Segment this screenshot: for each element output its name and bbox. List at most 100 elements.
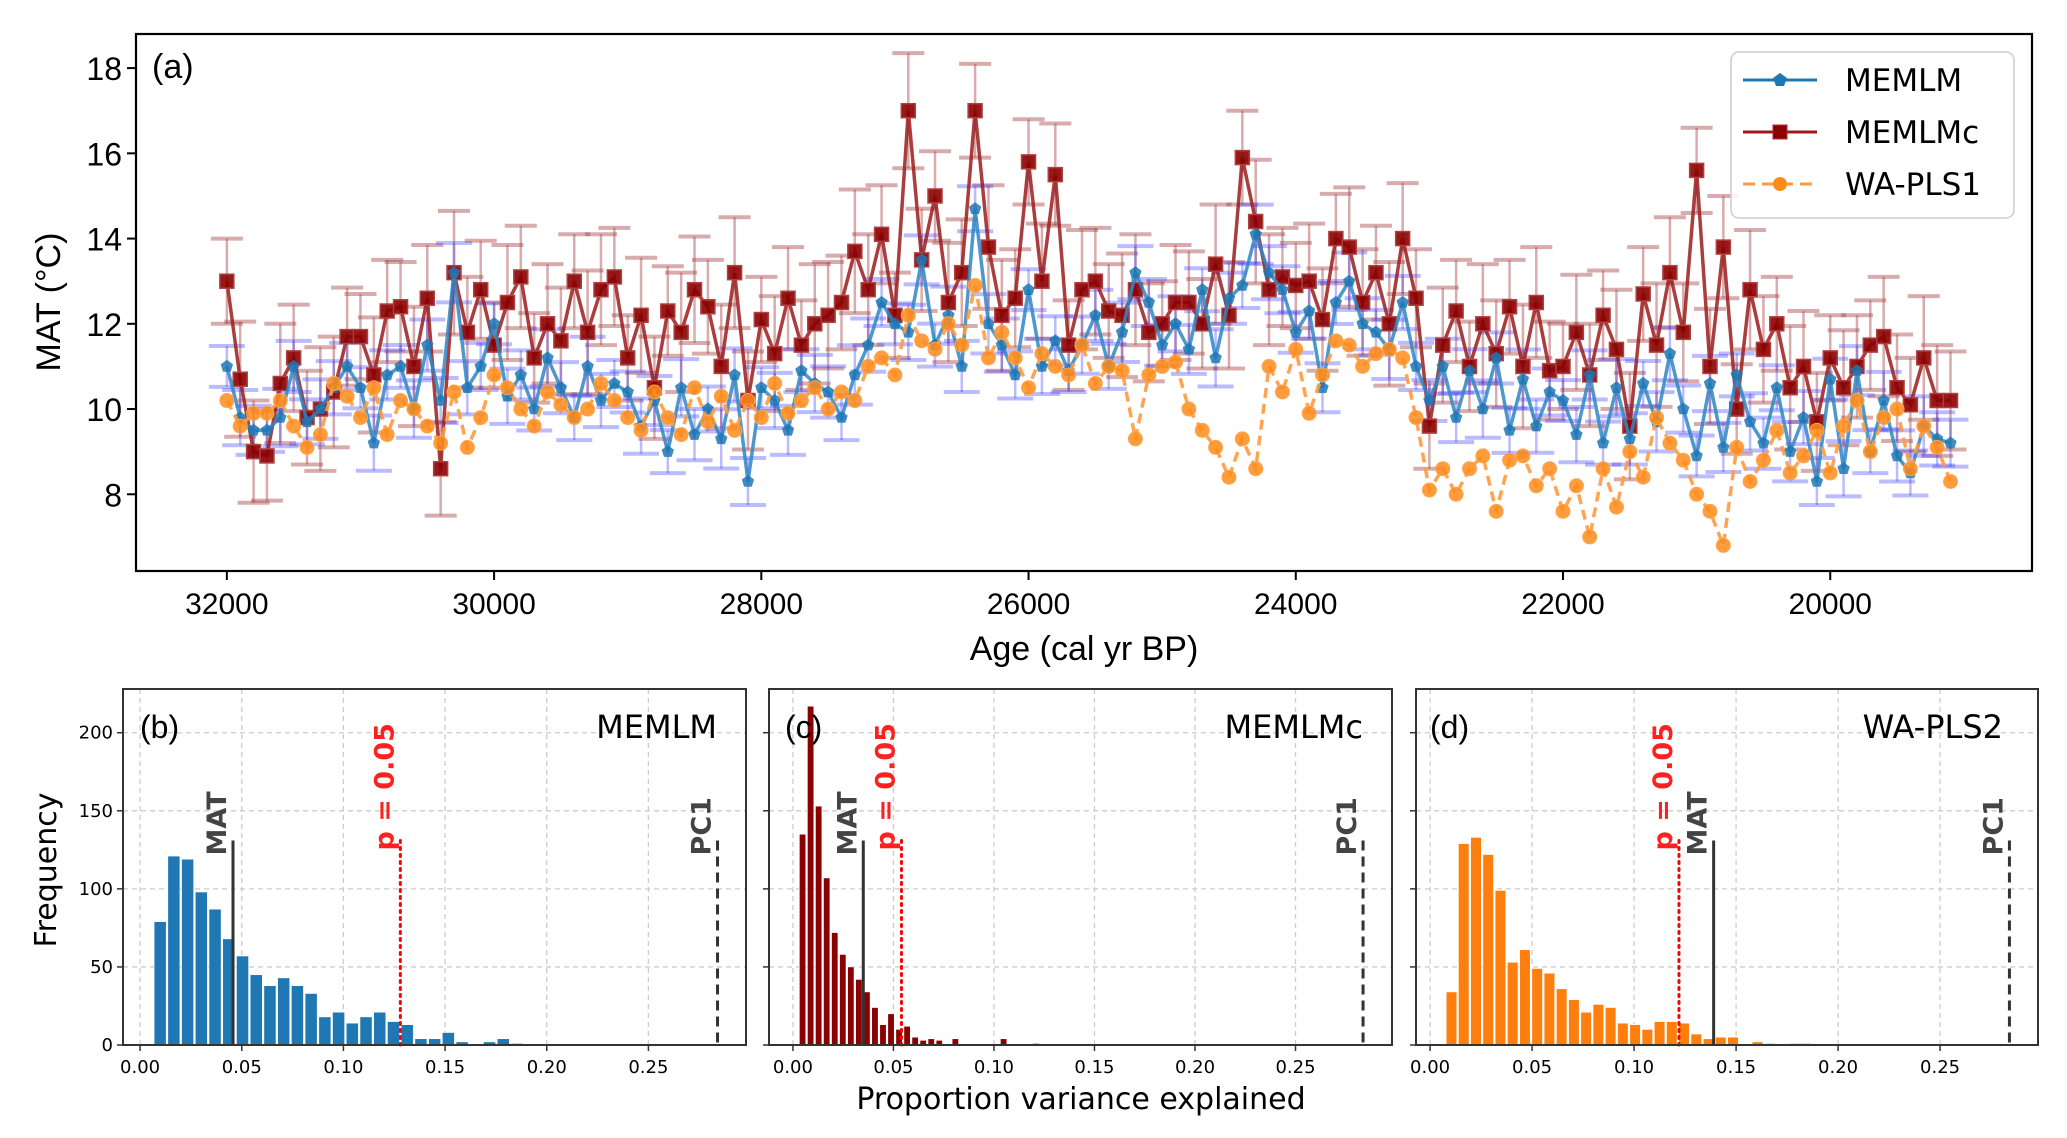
data-point	[994, 307, 1010, 324]
histogram-bar	[1727, 1036, 1739, 1046]
histogram-bar	[1604, 1007, 1617, 1046]
data-point	[554, 381, 568, 393]
data-point	[286, 418, 302, 434]
histogram-bar	[1666, 1021, 1678, 1046]
data-point	[1916, 418, 1932, 434]
axis-ticks: 0.00 0.05 0.10 0.15 0.20 0.25	[763, 731, 1316, 1078]
data-point	[780, 290, 796, 306]
reference-lines: MAT p = 0.05 PC1	[202, 723, 720, 1047]
panel-frame	[1415, 688, 2039, 1046]
data-point	[753, 410, 769, 426]
vline-label: PC1	[687, 797, 718, 855]
data-point	[1675, 452, 1691, 468]
data-point	[393, 393, 409, 409]
data-point	[1395, 350, 1411, 366]
y-tick-label: 200	[79, 723, 113, 744]
y-tick-label: 100	[79, 879, 113, 900]
histogram-bar	[1519, 949, 1531, 1046]
x-tick-label: 0.20	[1818, 1057, 1858, 1078]
vline-label: p = 0.05	[1648, 723, 1679, 850]
data-point	[513, 401, 529, 417]
data-point	[675, 381, 688, 393]
data-point	[579, 324, 596, 341]
histogram-bar	[345, 1022, 359, 1046]
data-point	[887, 367, 903, 383]
histogram-bar	[1470, 837, 1482, 1046]
data-point	[1169, 317, 1182, 330]
histogram-bar	[373, 1011, 387, 1046]
legend-entry-memlmc: MEMLMc	[1743, 115, 1979, 151]
data-point	[433, 435, 449, 451]
data-point	[833, 384, 849, 400]
data-point	[1061, 367, 1077, 383]
data-point	[220, 359, 233, 372]
data-point	[1555, 358, 1571, 375]
data-point	[406, 358, 422, 375]
data-point	[1007, 350, 1023, 366]
data-point	[1020, 154, 1037, 170]
x-tick-label: 0.05	[873, 1057, 913, 1078]
proportion-x-label: Proportion variance explained	[856, 1082, 1305, 1117]
data-point	[1648, 337, 1665, 353]
data-point	[755, 381, 768, 393]
panel-c-histogram: MAT p = 0.05 PC1 0.00 0.05 0.10 0.15 0.20 0.25	[763, 688, 1393, 1078]
data-point	[713, 358, 729, 375]
data-point	[1356, 317, 1369, 330]
histogram-bar	[1445, 991, 1458, 1046]
data-point	[1194, 422, 1210, 438]
data-point	[1663, 347, 1677, 359]
histogram-bar	[194, 891, 208, 1046]
histogram-bar	[1580, 1011, 1592, 1046]
data-point	[633, 307, 649, 324]
data-point	[1303, 304, 1316, 317]
data-point	[1087, 375, 1103, 391]
data-point	[1314, 311, 1331, 328]
data-point	[553, 397, 569, 413]
data-point	[1675, 324, 1692, 341]
x-tick-label: 0.10	[323, 1057, 363, 1078]
data-point	[232, 371, 248, 387]
x-tick-label: 24000	[1254, 588, 1337, 621]
data-point	[1408, 290, 1424, 306]
data-point	[1824, 372, 1837, 385]
data-point	[419, 418, 435, 434]
vline-label: p = 0.05	[369, 723, 400, 850]
data-point	[1234, 149, 1251, 166]
panel-b-letter: (b)	[140, 709, 179, 745]
x-tick-label: 0.25	[628, 1057, 668, 1078]
data-point	[340, 359, 354, 372]
data-point	[833, 294, 850, 311]
data-point	[1769, 422, 1785, 438]
x-tick-label: 0.15	[1074, 1057, 1114, 1078]
panel-c-letter: (c)	[785, 709, 822, 745]
data-point	[379, 427, 395, 443]
data-point	[900, 102, 917, 119]
data-point	[807, 316, 823, 332]
data-point	[1595, 307, 1611, 324]
data-point	[245, 443, 262, 460]
histogram-bar	[1482, 854, 1494, 1046]
histogram-bar	[1678, 1022, 1690, 1046]
data-point	[1289, 325, 1302, 338]
data-point	[1369, 325, 1383, 338]
series-wa-pls1	[219, 277, 1958, 553]
data-point	[848, 368, 861, 381]
data-point	[1207, 256, 1224, 272]
data-point	[1022, 283, 1035, 295]
data-point	[1301, 273, 1317, 289]
data-point	[1875, 328, 1892, 345]
data-point	[232, 418, 248, 434]
data-point	[862, 338, 875, 351]
legend-entry-memlm: MEMLM	[1743, 63, 1962, 99]
data-point	[661, 445, 674, 457]
histogram-bar	[1531, 968, 1543, 1046]
data-point	[1703, 377, 1717, 389]
data-point	[873, 226, 890, 243]
histogram-bar	[1507, 961, 1519, 1046]
histogram-bar	[304, 993, 318, 1046]
data-point	[673, 427, 689, 443]
histogram-bar	[208, 908, 222, 1046]
data-point	[1582, 529, 1598, 545]
data-point	[1129, 266, 1142, 278]
data-point	[1635, 469, 1651, 485]
